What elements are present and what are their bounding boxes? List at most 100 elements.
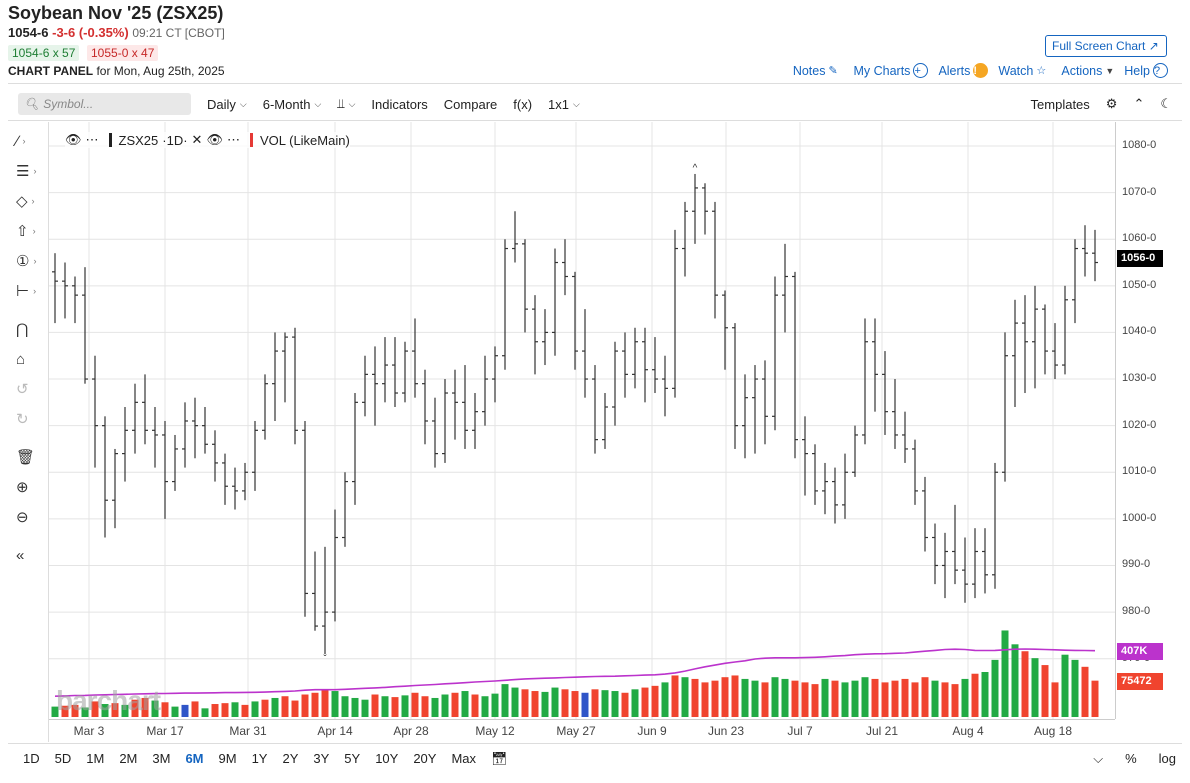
range-label: 6-Month: [262, 96, 311, 112]
chart-plot-area[interactable]: ^ ˇ: [49, 122, 1115, 719]
time-axis[interactable]: Mar 3 Mar 17 Mar 31 Apr 14 Apr 28 May 12 May 2…: [49, 719, 1115, 741]
range-5y[interactable]: 5Y: [344, 751, 361, 766]
chevron-right-icon: ›: [33, 286, 37, 296]
volume-bar: [491, 693, 499, 717]
close-study-icon[interactable]: ✕: [191, 132, 203, 147]
ohlc-bar: [222, 453, 228, 505]
annotation-tool[interactable]: ① ›: [16, 250, 44, 272]
volume-bar: [471, 694, 479, 717]
range-1y[interactable]: 1Y: [251, 751, 268, 766]
ohlc-bar: [932, 523, 938, 585]
range-dropdown[interactable]: 6-Month ⌵: [263, 97, 322, 112]
ohlc-bar: [572, 271, 578, 370]
collapse-up-icon[interactable]: ⌃: [1133, 96, 1145, 111]
volume-bar: [671, 675, 679, 717]
ask-badge: 1055-0 x 47: [87, 45, 159, 61]
ohlc-bar: [912, 439, 918, 505]
delete-drawings-button[interactable]: 🗑︎: [16, 446, 44, 468]
range-5d[interactable]: 5D: [54, 751, 72, 766]
trendline-tool[interactable]: ∕ ›: [16, 130, 44, 152]
undo-button[interactable]: ↺: [16, 378, 44, 400]
range-9m[interactable]: 9M: [218, 751, 237, 766]
x-tick-label: Apr 14: [317, 724, 353, 738]
zoom-in-button[interactable]: ⊕: [16, 476, 44, 498]
log-scale-toggle[interactable]: log: [1158, 751, 1176, 766]
range-1d[interactable]: 1D: [23, 751, 40, 766]
price-chart-svg[interactable]: ^ˇ: [49, 122, 1115, 719]
price-line: 1054-6 -3-6 (-0.35%) 09:21 CT [CBOT]: [8, 25, 225, 40]
measure-tool[interactable]: ⊢ ›: [16, 280, 44, 302]
sidebar-divider: [48, 122, 49, 742]
edit-icon: ✎: [828, 64, 838, 77]
ohlc-bar: [1032, 285, 1038, 389]
range-1m[interactable]: 1M: [86, 751, 105, 766]
ohlc-bar: [982, 528, 988, 594]
compare-button[interactable]: Compare: [443, 96, 498, 112]
price-axis[interactable]: 1080-0 1070-0 1060-0 1050-0 1040-0 1030-0 1020…: [1115, 122, 1175, 719]
layout-dropdown[interactable]: 1x1 ⌵: [548, 97, 580, 112]
ohlc-bar: [342, 472, 348, 547]
volume-bar: [231, 702, 239, 717]
double-chevron-left-icon: «: [16, 546, 25, 564]
actions-menu[interactable]: Actions ▼: [1061, 63, 1114, 78]
notes-link[interactable]: Notes ✎: [793, 63, 844, 78]
y-tick-label: 1060-0: [1122, 232, 1157, 245]
indicators-button[interactable]: Indicators: [371, 96, 428, 112]
arrow-tool[interactable]: ⇧ ›: [16, 220, 44, 242]
chart-toolbar: 🔍︎ Symbol... Daily ⌵ 6-Month ⌵ ⫫ ⌵ Indicato…: [18, 91, 1172, 117]
volume-bar: [961, 678, 969, 717]
volume-bar: [851, 680, 859, 717]
help-link[interactable]: Help?: [1124, 63, 1168, 78]
more-dots-icon[interactable]: ⋯: [226, 132, 240, 147]
volume-bar: [891, 680, 899, 717]
collapse-sidebar-button[interactable]: «: [16, 544, 44, 566]
x-tick-label: Aug 18: [1033, 724, 1073, 738]
volume-bar: [81, 707, 89, 717]
eye-icon[interactable]: 👁︎: [65, 132, 82, 147]
range-max[interactable]: Max: [451, 751, 477, 766]
shapes-tool[interactable]: ◇ ›: [16, 190, 44, 212]
alerts-link[interactable]: Alerts!: [938, 63, 989, 78]
volume-bar: [631, 689, 639, 717]
range-20y[interactable]: 20Y: [413, 751, 437, 766]
redo-button[interactable]: ↻: [16, 408, 44, 430]
volume-bar: [161, 702, 169, 717]
full-screen-chart-button[interactable]: Full Screen Chart ↗: [1045, 35, 1167, 57]
range-2m[interactable]: 2M: [119, 751, 138, 766]
ohlc-bar: [122, 407, 128, 482]
range-3m[interactable]: 3M: [152, 751, 171, 766]
volume-bar: [281, 696, 289, 717]
ohlc-bar: [1092, 229, 1098, 282]
dark-mode-moon-icon[interactable]: ☾: [1160, 96, 1172, 111]
ohlc-bar: [1012, 299, 1018, 407]
chart-type-dropdown[interactable]: ⫫ ⌵: [337, 96, 355, 112]
calendar-icon[interactable]: 📅︎: [491, 750, 508, 766]
more-dots-icon[interactable]: ⋯: [85, 132, 99, 147]
interval-dropdown[interactable]: Daily ⌵: [207, 97, 247, 112]
my-charts-link[interactable]: My Charts +: [853, 63, 929, 78]
range-3y[interactable]: 3Y: [313, 751, 330, 766]
volume-bar: [951, 684, 959, 717]
volume-bar: [311, 692, 319, 717]
range-10y[interactable]: 10Y: [375, 751, 399, 766]
gear-icon[interactable]: ⚙: [1105, 96, 1118, 111]
zoom-out-button[interactable]: ⊖: [16, 506, 44, 528]
percent-scale-toggle[interactable]: %: [1125, 751, 1137, 766]
lock-tool[interactable]: ⌂: [16, 348, 44, 370]
volume-bar: [821, 678, 829, 717]
help-label: Help: [1124, 63, 1150, 78]
range-6m[interactable]: 6M: [185, 751, 204, 766]
y-tick-label: 1040-0: [1122, 325, 1157, 338]
eye-icon[interactable]: 👁︎: [206, 132, 223, 147]
plus-circle-icon: +: [913, 63, 929, 78]
volume-bar: [521, 689, 529, 717]
templates-button[interactable]: Templates: [1030, 96, 1090, 112]
range-2y[interactable]: 2Y: [282, 751, 299, 766]
symbol-search-input[interactable]: 🔍︎ Symbol...: [18, 93, 191, 115]
watch-link[interactable]: Watch ☆: [998, 63, 1051, 78]
magnet-tool[interactable]: ⋂: [16, 318, 44, 340]
zoom-out-icon: ⊖: [16, 509, 29, 526]
fibonacci-tool[interactable]: ☰ ›: [16, 160, 44, 182]
chevron-double-down-icon[interactable]: ⌵: [1093, 750, 1104, 766]
fx-button[interactable]: f(x): [513, 96, 533, 112]
